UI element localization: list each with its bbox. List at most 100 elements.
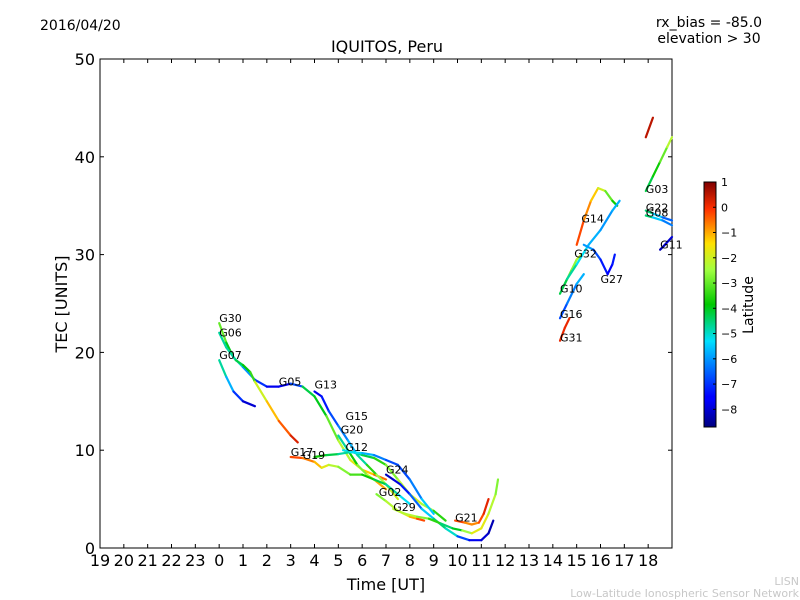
x-tick-label: 3 xyxy=(286,551,296,570)
series-segment xyxy=(415,517,426,522)
satellite-label: G08 xyxy=(646,206,669,219)
series-G22 xyxy=(644,209,674,222)
satellite-label: G15 xyxy=(346,410,369,423)
series-segment xyxy=(644,209,655,215)
y-axis-ticks: 0 10 20 30 40 50 xyxy=(75,50,672,558)
series-G27 xyxy=(582,243,616,276)
x-tick-label: 18 xyxy=(638,551,658,570)
colorbar-tick-label: −5 xyxy=(721,328,737,341)
series-segment xyxy=(611,199,621,212)
series-segment xyxy=(337,465,352,476)
series-G21 xyxy=(454,498,490,526)
series-segment xyxy=(451,527,464,532)
series-segment xyxy=(234,359,245,367)
series-G19 xyxy=(313,451,435,515)
series-segment xyxy=(651,160,662,178)
series-segment xyxy=(463,521,473,526)
x-tick-label: 0 xyxy=(214,551,224,570)
y-tick-label: 0 xyxy=(85,539,95,558)
satellite-label: G03 xyxy=(646,183,669,196)
series-segment xyxy=(565,263,578,281)
series-segment xyxy=(265,400,280,422)
series-segment xyxy=(494,478,500,496)
series-segment xyxy=(327,463,340,468)
series-G17 xyxy=(289,455,411,506)
series-segment xyxy=(575,273,585,285)
series-segment xyxy=(241,364,252,374)
series-segment xyxy=(415,515,430,520)
x-tick-label: 14 xyxy=(543,551,563,570)
series-segment xyxy=(651,216,664,222)
x-tick-label: 1 xyxy=(238,551,248,570)
series-segment xyxy=(361,452,376,457)
series-segment xyxy=(439,522,454,530)
series-G24 xyxy=(384,473,495,542)
series-segment xyxy=(218,359,228,378)
footer-line-2: Low-Latitude Ionospheric Sensor Network xyxy=(570,587,799,600)
satellite-label: G17 xyxy=(291,446,314,459)
series-segment xyxy=(558,302,569,320)
satellite-label: G19 xyxy=(303,449,326,462)
x-axis-label: Time [UT] xyxy=(346,575,425,594)
series-segment xyxy=(482,498,490,515)
colorbar-tick-label: −1 xyxy=(721,227,737,240)
series-segment xyxy=(558,277,569,295)
series-segment xyxy=(487,519,495,535)
satellite-label: G07 xyxy=(219,349,242,362)
satellite-label: G21 xyxy=(455,512,478,525)
series-segment xyxy=(570,258,578,271)
x-tick-label: 4 xyxy=(309,551,319,570)
colorbar-tick-label: 1 xyxy=(721,176,728,189)
series-G05 xyxy=(253,380,299,444)
x-tick-label: 7 xyxy=(381,551,391,570)
colorbar: 1 0 −1 −2 −3 −4 −5 −6 −7 −8 Latitude xyxy=(703,176,757,428)
series-segment xyxy=(375,480,388,491)
satellite-label: G02 xyxy=(379,486,402,499)
colorbar-gradient xyxy=(703,181,717,428)
satellite-label: G14 xyxy=(581,212,604,225)
x-tick-label: 17 xyxy=(614,551,634,570)
satellite-label: G31 xyxy=(560,332,583,345)
series-G31 xyxy=(558,317,571,342)
series-segment xyxy=(589,187,600,202)
y-axis-label: TEC [UNITS] xyxy=(52,256,71,354)
x-tick-label: 8 xyxy=(405,551,415,570)
series-segment xyxy=(253,380,268,403)
colorbar-tick-label: −3 xyxy=(721,277,737,290)
chart-annotation-2: elevation > 30 xyxy=(657,31,760,47)
series-segment xyxy=(592,248,602,261)
colorbar-tick-label: −6 xyxy=(721,353,737,366)
series-segment xyxy=(277,419,292,437)
satellite-label: G20 xyxy=(341,424,364,437)
series-segment xyxy=(241,400,256,408)
series-segment xyxy=(373,454,388,462)
series-segment xyxy=(396,463,411,481)
series-segment xyxy=(384,458,399,466)
series-segment xyxy=(356,454,368,466)
x-tick-label: 11 xyxy=(471,551,491,570)
series-segment xyxy=(604,189,614,202)
series-layer xyxy=(218,116,674,542)
series-segment xyxy=(392,478,402,486)
series-segment xyxy=(663,235,674,246)
series-segment xyxy=(225,375,235,393)
series-segment xyxy=(582,243,595,251)
series-segment xyxy=(444,527,459,538)
series-segment xyxy=(384,483,399,496)
series-segment xyxy=(644,214,655,219)
series-segment xyxy=(480,532,490,542)
colorbar-tick-label: −2 xyxy=(721,252,737,265)
series-segment xyxy=(313,454,328,459)
series-segment xyxy=(301,456,316,463)
satellite-label: G10 xyxy=(560,283,583,296)
series-segment xyxy=(575,219,585,246)
series-segment xyxy=(218,322,228,344)
satellite-label: G32 xyxy=(574,248,597,261)
x-tick-label: 15 xyxy=(566,551,586,570)
chart-annotation-1: rx_bias = -85.0 xyxy=(656,15,762,31)
series-segment xyxy=(408,478,423,501)
y-tick-label: 30 xyxy=(75,246,95,265)
satellite-label: G06 xyxy=(219,327,242,340)
series-segment xyxy=(301,385,316,398)
